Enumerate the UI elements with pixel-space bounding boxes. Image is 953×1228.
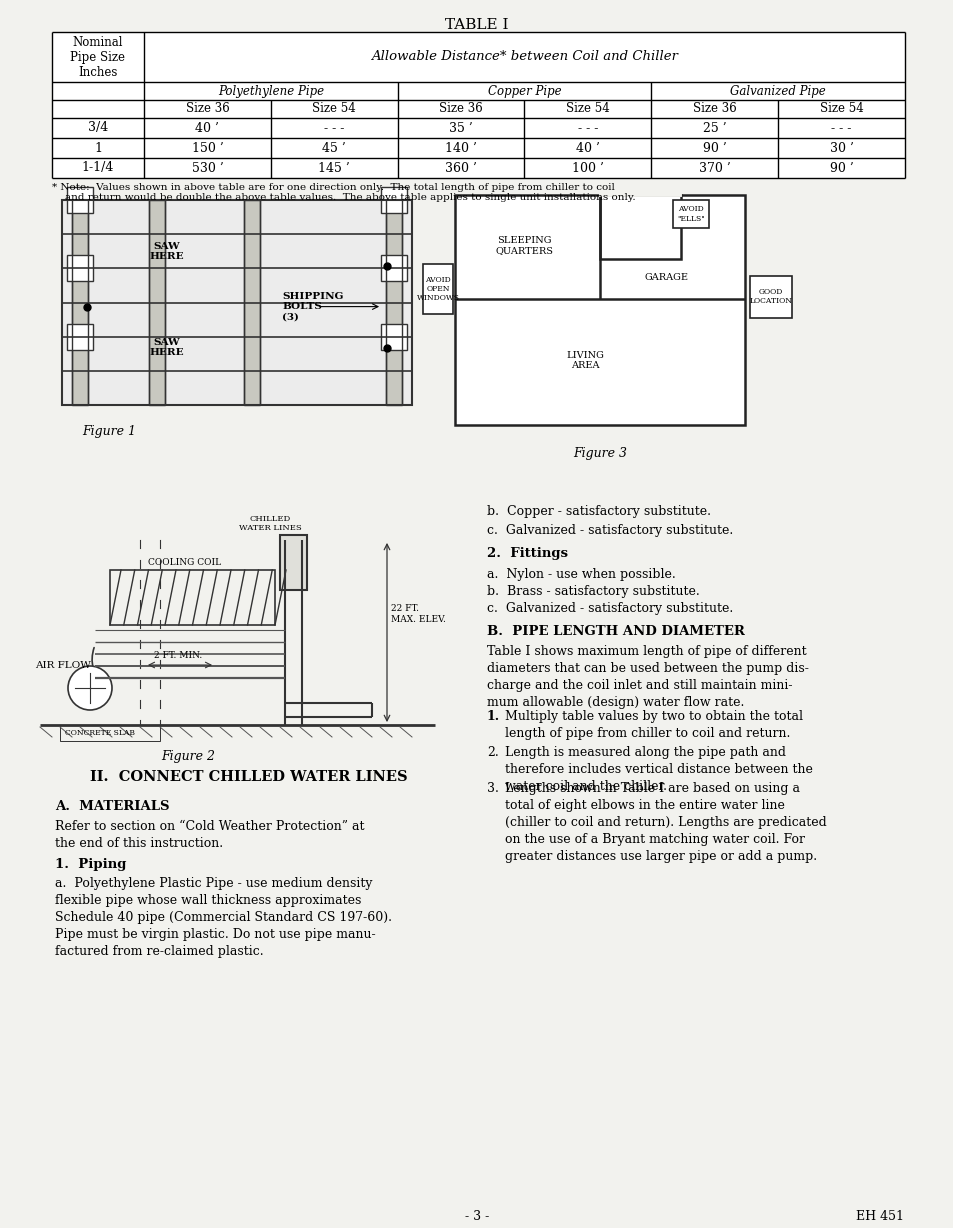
Bar: [71, 200, 88, 405]
Bar: [422, 264, 453, 314]
Text: 100 ’: 100 ’: [572, 162, 603, 174]
Bar: [673, 200, 708, 228]
Bar: [67, 324, 92, 350]
Bar: [244, 200, 260, 405]
Text: Galvanized Pipe: Galvanized Pipe: [730, 85, 825, 97]
Text: Allowable Distance* between Coil and Chiller: Allowable Distance* between Coil and Chi…: [371, 50, 678, 64]
Text: CONCRETE SLAB: CONCRETE SLAB: [65, 729, 135, 737]
Bar: [380, 187, 407, 212]
Text: 22 FT.
MAX. ELEV.: 22 FT. MAX. ELEV.: [391, 604, 445, 624]
Text: * Note:  Values shown in above table are for one direction only.  The total leng: * Note: Values shown in above table are …: [52, 183, 635, 203]
Bar: [62, 200, 412, 405]
Text: GARAGE: GARAGE: [644, 274, 688, 282]
Text: 40 ’: 40 ’: [195, 122, 219, 135]
Text: AVOID
"ELLS": AVOID "ELLS": [677, 205, 704, 222]
Text: Figure 1: Figure 1: [82, 425, 136, 438]
Text: - 3 -: - 3 -: [464, 1210, 489, 1223]
Text: 40 ’: 40 ’: [576, 141, 599, 155]
Text: SLEEPING
QUARTERS: SLEEPING QUARTERS: [495, 236, 553, 255]
Text: 1-1/4: 1-1/4: [82, 162, 114, 174]
Text: SAW
HERE: SAW HERE: [150, 242, 184, 262]
FancyArrowPatch shape: [91, 647, 104, 683]
Bar: [380, 255, 407, 281]
Bar: [599, 195, 680, 259]
Bar: [386, 200, 401, 405]
Text: Size 54: Size 54: [312, 102, 355, 115]
Text: Length is measured along the pipe path and
therefore includes vertical distance : Length is measured along the pipe path a…: [504, 745, 812, 793]
Text: 3/4: 3/4: [88, 122, 108, 135]
Circle shape: [68, 666, 112, 710]
Text: A.  MATERIALS: A. MATERIALS: [55, 799, 170, 813]
Text: Table I shows maximum length of pipe of different
diameters that can be used bet: Table I shows maximum length of pipe of …: [486, 645, 808, 709]
Text: Figure 2: Figure 2: [160, 750, 214, 763]
Text: AVOID
OPEN
WINDOWS: AVOID OPEN WINDOWS: [416, 276, 459, 302]
Bar: [52, 32, 904, 178]
Bar: [380, 324, 407, 350]
Text: II.  CONNECT CHILLED WATER LINES: II. CONNECT CHILLED WATER LINES: [90, 770, 407, 783]
Text: 2 FT. MIN.: 2 FT. MIN.: [153, 651, 202, 659]
Text: b.  Brass - satisfactory substitute.: b. Brass - satisfactory substitute.: [486, 585, 699, 598]
Text: Polyethylene Pipe: Polyethylene Pipe: [217, 85, 324, 97]
Text: Multiply table values by two to obtain the total
length of pipe from chiller to : Multiply table values by two to obtain t…: [504, 710, 802, 740]
Text: B.  PIPE LENGTH AND DIAMETER: B. PIPE LENGTH AND DIAMETER: [486, 625, 744, 639]
Text: - - -: - - -: [324, 122, 344, 135]
Text: - - -: - - -: [830, 122, 851, 135]
Text: 2.  Fittings: 2. Fittings: [486, 546, 567, 560]
Bar: [455, 195, 744, 425]
Text: AIR FLOW: AIR FLOW: [35, 661, 91, 669]
Text: 150 ’: 150 ’: [192, 141, 223, 155]
Bar: [749, 275, 791, 318]
Text: Nominal
Pipe Size
Inches: Nominal Pipe Size Inches: [71, 36, 126, 79]
Bar: [110, 570, 274, 625]
Text: Size 54: Size 54: [565, 102, 609, 115]
Text: Copper Pipe: Copper Pipe: [487, 85, 560, 97]
Text: 530 ’: 530 ’: [192, 162, 223, 174]
Bar: [67, 187, 92, 212]
Text: 30 ’: 30 ’: [829, 141, 853, 155]
Text: 1.: 1.: [486, 710, 499, 723]
Text: 45 ’: 45 ’: [322, 141, 346, 155]
Text: 3.: 3.: [486, 782, 498, 795]
Text: c.  Galvanized - satisfactory substitute.: c. Galvanized - satisfactory substitute.: [486, 524, 733, 537]
Bar: [149, 200, 165, 405]
Text: Size 36: Size 36: [692, 102, 736, 115]
Text: Size 36: Size 36: [185, 102, 229, 115]
Text: 145 ’: 145 ’: [318, 162, 350, 174]
Text: GOOD
LOCATION: GOOD LOCATION: [749, 287, 792, 305]
Bar: [280, 535, 307, 589]
Text: b.  Copper - satisfactory substitute.: b. Copper - satisfactory substitute.: [486, 505, 710, 518]
Text: TABLE I: TABLE I: [445, 18, 508, 32]
Text: Size 54: Size 54: [819, 102, 862, 115]
Text: Figure 3: Figure 3: [573, 447, 626, 460]
Text: 90 ’: 90 ’: [702, 141, 726, 155]
Text: COOLING COIL: COOLING COIL: [148, 558, 220, 567]
Text: 370 ’: 370 ’: [699, 162, 730, 174]
Text: SHIPPING
BOLTS
(3): SHIPPING BOLTS (3): [282, 292, 343, 322]
Bar: [60, 725, 160, 740]
Text: 1.  Piping: 1. Piping: [55, 858, 126, 871]
Text: 2.: 2.: [486, 745, 498, 759]
Text: LIVING
AREA: LIVING AREA: [566, 351, 604, 371]
Text: Size 36: Size 36: [438, 102, 482, 115]
Text: a.  Polyethylene Plastic Pipe - use medium density
flexible pipe whose wall thic: a. Polyethylene Plastic Pipe - use mediu…: [55, 877, 392, 958]
Text: a.  Nylon - use when possible.: a. Nylon - use when possible.: [486, 569, 675, 581]
Text: EH 451: EH 451: [855, 1210, 903, 1223]
Text: Refer to section on “Cold Weather Protection” at
the end of this instruction.: Refer to section on “Cold Weather Protec…: [55, 820, 364, 850]
Text: 360 ’: 360 ’: [445, 162, 476, 174]
Text: 25 ’: 25 ’: [702, 122, 726, 135]
Text: 90 ’: 90 ’: [829, 162, 853, 174]
Text: SAW
HERE: SAW HERE: [150, 338, 184, 357]
Text: c.  Galvanized - satisfactory substitute.: c. Galvanized - satisfactory substitute.: [486, 602, 733, 615]
Text: 1: 1: [94, 141, 102, 155]
Text: 35 ’: 35 ’: [449, 122, 473, 135]
Bar: [67, 255, 92, 281]
Bar: [62, 200, 412, 405]
Text: CHILLED
WATER LINES: CHILLED WATER LINES: [238, 515, 301, 532]
Text: Lengths shown in Table I are based on using a
total of eight elbows in the entir: Lengths shown in Table I are based on us…: [504, 782, 826, 863]
Text: - - -: - - -: [578, 122, 598, 135]
Text: 140 ’: 140 ’: [445, 141, 476, 155]
